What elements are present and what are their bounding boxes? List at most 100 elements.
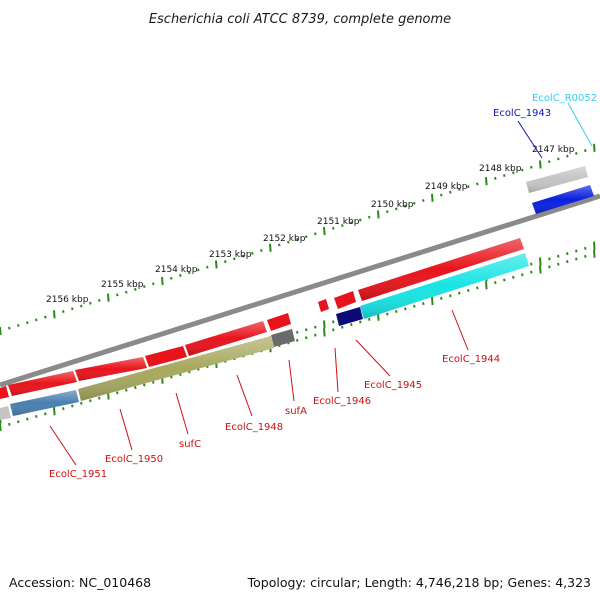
- gene-label-ecolc-1943[interactable]: EcolC_1943: [493, 108, 551, 119]
- scale-tick: [521, 168, 524, 172]
- scale-tick: [539, 265, 542, 274]
- gene-block-edge[interactable]: [0, 386, 9, 399]
- scale-tick: [476, 286, 479, 290]
- scale-tick: [287, 240, 290, 244]
- scale-tick: [422, 302, 425, 306]
- scale-tick: [476, 182, 479, 186]
- scale-tick: [593, 249, 596, 258]
- scale-label-2149: 2149 kbp: [425, 182, 468, 192]
- scale-tick: [404, 204, 407, 208]
- scale-tick: [296, 338, 299, 342]
- scale-tick: [458, 291, 461, 295]
- scale-tick: [467, 289, 470, 292]
- scale-tick: [494, 176, 497, 180]
- scale-tick: [557, 262, 560, 266]
- gene-block-sufa[interactable]: [267, 313, 291, 331]
- scale-tick: [539, 257, 542, 266]
- scale-label-2154: 2154 kbp: [155, 265, 198, 275]
- scale-tick: [152, 282, 155, 286]
- scale-tick: [188, 271, 191, 275]
- scale-tick: [341, 224, 344, 227]
- scale-tick: [53, 407, 56, 416]
- gene-block-sufc[interactable]: [145, 346, 187, 367]
- scale-tick: [431, 296, 434, 306]
- scale-tick: [341, 325, 344, 329]
- scale-tick: [80, 401, 83, 405]
- scale-tick: [170, 375, 173, 379]
- scale-label-2152: 2152 kbp: [263, 234, 306, 244]
- gene-label-sufc[interactable]: sufC: [179, 439, 201, 450]
- scale-tick: [116, 391, 119, 395]
- scale-tick: [575, 249, 578, 253]
- scale-tick: [8, 326, 11, 330]
- scale-tick: [143, 285, 146, 289]
- scale-tick: [323, 328, 326, 337]
- scale-tick: [314, 325, 317, 329]
- leader-ecolc-1951: [49, 425, 77, 466]
- scale-labels: 2147 kbp 2148 kbp 2149 kbp 2150 kbp 2151…: [46, 145, 575, 305]
- gene-label-ecolc-1948[interactable]: EcolC_1948: [225, 422, 283, 433]
- scale-tick: [134, 287, 137, 291]
- scale-tick: [152, 380, 155, 384]
- scale-tick: [206, 265, 209, 269]
- gene-block-gray-edge[interactable]: [0, 406, 11, 420]
- scale-tick: [539, 160, 542, 169]
- scale-tick: [557, 254, 560, 258]
- gene-block-navy[interactable]: [336, 307, 363, 326]
- scale-tick: [80, 304, 83, 308]
- gene-block-ecolc-1946[interactable]: [318, 299, 329, 312]
- scale-tick: [0, 422, 2, 432]
- scale-tick: [224, 260, 227, 264]
- scale-tick: [98, 299, 101, 302]
- gene-label-ecolc-1950[interactable]: EcolC_1950: [105, 454, 163, 465]
- scale-tick: [98, 396, 101, 400]
- scale-tick: [170, 276, 173, 280]
- scale-tick: [44, 315, 47, 319]
- scale-tick: [413, 201, 416, 205]
- scale-tick: [485, 177, 488, 186]
- scale-label-2151: 2151 kbp: [317, 217, 360, 227]
- scale-tick: [296, 237, 299, 241]
- scale-tick: [35, 318, 38, 322]
- scale-tick: [440, 296, 443, 300]
- scale-tick: [197, 268, 200, 272]
- scale-tick: [548, 265, 551, 269]
- scale-tick: [332, 320, 335, 324]
- leader-ecolc-1943: [517, 120, 543, 159]
- scale-tick: [584, 149, 587, 153]
- leader-ecolc-1944: [451, 309, 469, 351]
- scale-tick: [233, 257, 236, 261]
- scale-tick: [179, 274, 182, 277]
- scale-tick: [134, 386, 137, 390]
- scale-tick: [368, 215, 371, 219]
- gene-label-ecolc-1945[interactable]: EcolC_1945: [364, 380, 422, 391]
- scale-tick: [557, 157, 560, 161]
- scale-tick: [305, 336, 308, 340]
- gene-label-ecolc-r0052[interactable]: EcolC_R0052: [532, 93, 597, 104]
- scale-tick: [71, 404, 74, 408]
- scale-tick: [431, 193, 434, 202]
- gene-label-ecolc-1951[interactable]: EcolC_1951: [49, 469, 107, 480]
- scale-tick: [26, 321, 29, 325]
- scale-tick: [26, 417, 29, 421]
- accession-text: Accession: NC_010468: [9, 575, 151, 590]
- scale-tick: [386, 210, 389, 214]
- leader-ecolc-r0052: [567, 102, 593, 147]
- gene-label-ecolc-1944[interactable]: EcolC_1944: [442, 354, 500, 365]
- scale-tick: [53, 310, 56, 319]
- scale-tick: [305, 235, 308, 239]
- gene-label-sufa[interactable]: sufA: [285, 406, 307, 417]
- gene-block-ecolc-1945[interactable]: [334, 291, 356, 309]
- scale-tick: [548, 160, 551, 164]
- gene-block-dark-gray[interactable]: [271, 329, 295, 347]
- scale-tick: [296, 330, 299, 334]
- scale-tick: [278, 243, 281, 247]
- scale-tick: [17, 420, 20, 424]
- gene-shading: [8, 166, 594, 416]
- gene-label-ecolc-1946[interactable]: EcolC_1946: [313, 396, 371, 407]
- scale-tick: [593, 241, 596, 250]
- scale-tick: [89, 399, 92, 403]
- scale-tick: [62, 407, 65, 411]
- scale-tick: [350, 323, 353, 327]
- scale-tick: [377, 210, 380, 219]
